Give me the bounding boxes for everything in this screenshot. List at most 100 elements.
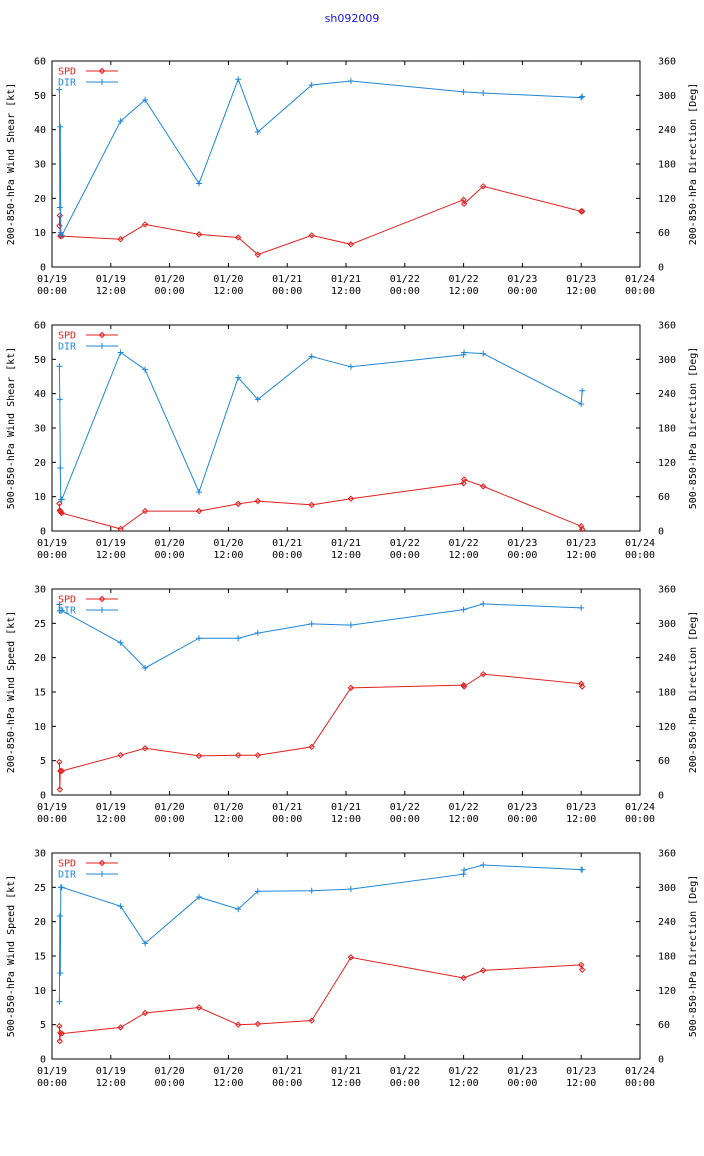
dir-data-point (57, 465, 64, 472)
y-tick-label: 10 (34, 492, 46, 503)
legend-label-dir: DIR (58, 606, 77, 617)
spd-data-point (234, 1021, 242, 1028)
y-axis-label: 500-850-hPa Wind Speed [kt] (6, 875, 17, 1038)
y2-tick-label: 180 (658, 424, 676, 435)
y2-tick-label: 180 (658, 160, 676, 171)
spd-data-point (578, 966, 586, 973)
y2-tick-label: 60 (658, 492, 670, 503)
y2-tick-label: 300 (658, 883, 676, 894)
x-tick-label-time: 12:00 (566, 550, 596, 561)
y2-tick-label: 360 (658, 849, 676, 860)
x-tick-label-time: 00:00 (507, 550, 537, 561)
dir-data-point (461, 349, 468, 356)
spd-series-line (58, 185, 583, 256)
y2-tick-label: 240 (658, 917, 676, 928)
dir-series-line (58, 603, 582, 669)
x-tick-label-time: 12:00 (449, 814, 479, 825)
spd-data-point (56, 758, 63, 766)
y2-tick-label: 0 (658, 527, 664, 538)
dir-data-point (308, 82, 315, 89)
dir-data-point (58, 607, 65, 614)
dir-data-point (235, 76, 242, 83)
spd-data-point (57, 1029, 64, 1037)
dir-data-point (480, 862, 487, 869)
y-tick-label: 15 (34, 952, 46, 963)
legend-marker-spd (98, 67, 106, 75)
x-tick-label-time: 00:00 (390, 814, 420, 825)
spd-series-line (58, 478, 583, 530)
y-axis-label: 500-850-hPa Wind Shear [kt] (6, 347, 17, 510)
x-tick-label-time: 00:00 (37, 550, 67, 561)
dir-data-point (308, 353, 315, 360)
spd-data-point (460, 476, 468, 483)
dir-data-point (58, 884, 65, 891)
dir-data-point (254, 128, 261, 135)
plot-frame (51, 852, 641, 1060)
x-tick-label-date: 01/19 (37, 1066, 67, 1077)
y-tick-label: 0 (40, 1055, 46, 1066)
y-tick-label: 10 (34, 986, 46, 997)
spd-data-point (56, 1022, 63, 1030)
x-tick-label-date: 01/20 (155, 1066, 185, 1077)
chart-panel-1: 010203040506006012018024030036001/1900:0… (6, 57, 699, 298)
x-tick-label-time: 12:00 (566, 286, 596, 297)
spd-data-point (578, 208, 586, 215)
x-tick-label-date: 01/21 (331, 538, 361, 549)
x-tick-label-date: 01/19 (37, 538, 67, 549)
spd-data-point (347, 241, 355, 248)
x-tick-label-date: 01/24 (625, 802, 655, 813)
dir-data-point (56, 998, 63, 1005)
dir-data-point (117, 639, 124, 646)
y-tick-label: 50 (34, 91, 46, 102)
x-tick-label-date: 01/20 (155, 538, 185, 549)
x-tick-label-date: 01/20 (213, 538, 243, 549)
x-tick-label-time: 12:00 (449, 286, 479, 297)
y-tick-label: 30 (34, 160, 46, 171)
x-tick-label-time: 00:00 (155, 1078, 185, 1089)
y-tick-label: 60 (34, 57, 46, 68)
dir-data-point (254, 888, 261, 895)
x-tick-label-date: 01/19 (96, 274, 126, 285)
y2-tick-label: 240 (658, 125, 676, 136)
spd-data-point (56, 786, 64, 793)
x-tick-label-date: 01/22 (390, 274, 420, 285)
legend-marker-dir (99, 871, 105, 877)
dir-data-point (235, 374, 242, 381)
x-tick-label-date: 01/20 (213, 802, 243, 813)
legend-label-spd: SPD (58, 595, 76, 606)
x-tick-label-time: 12:00 (96, 814, 126, 825)
y-tick-label: 50 (34, 355, 46, 366)
x-tick-label-date: 01/22 (449, 1066, 479, 1077)
spd-data-point (578, 526, 586, 533)
x-tick-label-time: 00:00 (507, 286, 537, 297)
dir-data-point (56, 601, 63, 608)
spd-data-point (577, 208, 585, 215)
spd-data-point (58, 767, 66, 775)
chart-panel-2: 010203040506006012018024030036001/1900:0… (6, 321, 699, 562)
y2-tick-label: 60 (658, 1020, 670, 1031)
x-tick-label-time: 00:00 (390, 550, 420, 561)
x-tick-label-time: 00:00 (37, 1078, 67, 1089)
spd-data-point (308, 743, 315, 751)
spd-data-point (308, 1017, 315, 1024)
x-tick-label-date: 01/21 (272, 274, 302, 285)
x-tick-label-date: 01/21 (272, 802, 302, 813)
dir-data-point (347, 886, 354, 893)
spd-data-point (117, 751, 124, 759)
x-tick-label-time: 00:00 (625, 550, 655, 561)
y-tick-label: 20 (34, 653, 46, 664)
y-axis-label: 200-850-hPa Wind Speed [kt] (6, 611, 17, 774)
spd-data-point (56, 500, 63, 507)
y2-tick-label: 360 (658, 321, 676, 332)
spd-series-line (58, 956, 583, 1042)
x-tick-label-date: 01/24 (625, 538, 655, 549)
x-tick-label-date: 01/20 (213, 1066, 243, 1077)
x-tick-label-time: 00:00 (625, 1078, 655, 1089)
dir-series-line (58, 864, 583, 1002)
y-tick-label: 30 (34, 849, 46, 860)
x-tick-label-time: 00:00 (272, 550, 302, 561)
y2-tick-label: 240 (658, 653, 676, 664)
chart-panel-4: 05101520253006012018024030036001/1900:00… (6, 849, 699, 1090)
spd-data-point (577, 961, 585, 969)
y2-tick-label: 120 (658, 194, 676, 205)
